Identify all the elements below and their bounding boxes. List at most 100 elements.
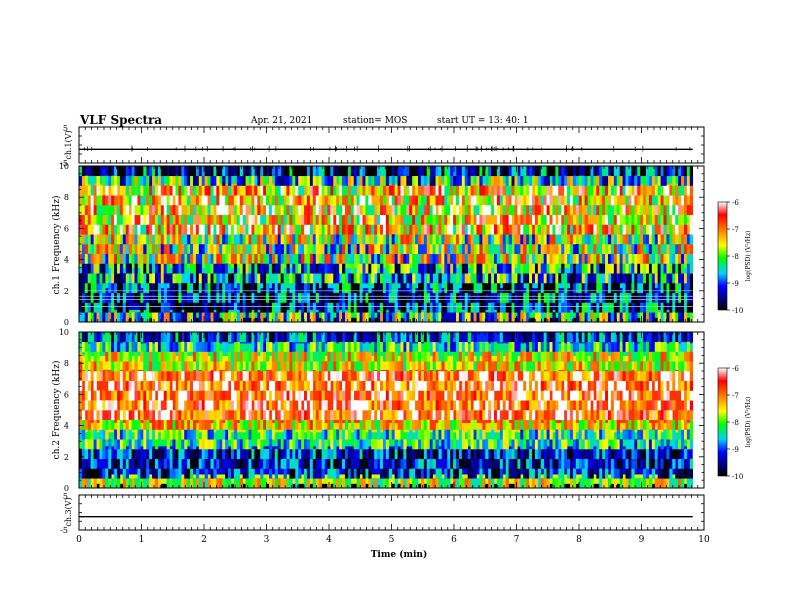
spectrogram-cell bbox=[537, 166, 542, 177]
spectrogram-cell bbox=[128, 390, 132, 401]
spectrogram-cell bbox=[596, 292, 600, 303]
spectrogram-cell bbox=[514, 273, 518, 284]
spectrogram-cell bbox=[318, 302, 322, 313]
spectrogram-cell bbox=[175, 234, 179, 245]
spectrogram-cell bbox=[309, 468, 314, 479]
spectrogram-cell bbox=[356, 341, 360, 352]
spectrogram-cell bbox=[342, 312, 346, 323]
spectrogram-cell bbox=[555, 253, 559, 264]
spectrogram-cell bbox=[333, 185, 337, 196]
spectrogram-cell bbox=[204, 439, 208, 450]
spectrogram-cell bbox=[248, 253, 252, 264]
spectrogram-cell bbox=[108, 458, 112, 469]
spectrogram-cell bbox=[301, 371, 305, 382]
spectrogram-cell bbox=[517, 234, 521, 245]
spectrogram-cell bbox=[631, 205, 635, 216]
spectrogram-cell bbox=[362, 244, 366, 255]
spectrogram-cell bbox=[420, 332, 425, 343]
spectrogram-cell bbox=[198, 458, 203, 469]
spectrogram-cell bbox=[277, 292, 281, 303]
spectrogram-cell bbox=[400, 185, 404, 196]
spectrogram-cell bbox=[567, 185, 571, 196]
spectrogram-cell bbox=[564, 195, 568, 206]
spectrogram-cell bbox=[248, 419, 252, 430]
spectrogram-cell bbox=[116, 283, 121, 294]
spectrogram-cell bbox=[242, 205, 246, 216]
spectrogram-cell bbox=[315, 468, 319, 479]
spectrogram-cell bbox=[333, 195, 337, 206]
spectrogram-cell bbox=[114, 185, 118, 196]
spectrogram-cell bbox=[377, 292, 381, 303]
spectrogram-cell bbox=[342, 263, 346, 274]
spectrogram-cell bbox=[584, 253, 588, 264]
spectrogram-cell bbox=[169, 224, 173, 235]
spectrogram-cell bbox=[397, 195, 401, 206]
spectrogram-cell bbox=[257, 185, 261, 196]
spectrogram-cell bbox=[289, 234, 293, 245]
spectrogram-cell bbox=[508, 166, 512, 177]
spectrogram-cell bbox=[233, 195, 238, 206]
spectrogram-cell bbox=[584, 312, 588, 323]
spectrogram-cell bbox=[111, 458, 115, 469]
spectrogram-cell bbox=[149, 263, 153, 274]
spectrogram-cell bbox=[438, 478, 442, 489]
spectrogram-cell bbox=[128, 361, 132, 372]
spectrogram-cell bbox=[669, 283, 673, 294]
spectrogram-cell bbox=[406, 244, 410, 255]
spectrogram-cell bbox=[116, 380, 121, 391]
spectrogram-cell bbox=[254, 283, 258, 294]
spectrogram-cell bbox=[295, 234, 299, 245]
spectrogram-cell bbox=[283, 205, 287, 216]
spectrogram-cell bbox=[304, 390, 308, 401]
spectrogram-cell bbox=[520, 253, 524, 264]
spectrogram-cell bbox=[517, 253, 521, 264]
spectrogram-cell bbox=[619, 185, 623, 196]
spectrogram-cell bbox=[432, 224, 436, 235]
spectrogram-cell bbox=[456, 302, 460, 313]
spectrogram-cell bbox=[143, 195, 147, 206]
spectrogram-cell bbox=[233, 205, 238, 216]
spectrogram-cell bbox=[356, 380, 360, 391]
spectrogram-cell bbox=[643, 312, 647, 323]
spectrogram-cell bbox=[166, 302, 170, 313]
spectrogram-cell bbox=[204, 410, 208, 421]
spectrogram-cell bbox=[79, 283, 83, 294]
spectrogram-cell bbox=[87, 214, 91, 225]
spectrogram-cell bbox=[660, 185, 664, 196]
spectrogram-cell bbox=[543, 292, 547, 303]
spectrogram-cell bbox=[187, 195, 191, 206]
spectrogram-cell bbox=[429, 410, 433, 421]
spectrogram-cell bbox=[301, 361, 305, 372]
spectrogram-cell bbox=[198, 341, 203, 352]
spectrogram-cell bbox=[230, 400, 235, 411]
spectrogram-cell bbox=[356, 224, 360, 235]
spectrogram-cell bbox=[420, 175, 425, 186]
spectrogram-cell bbox=[429, 439, 433, 450]
spectrogram-cell bbox=[283, 273, 287, 284]
spectrogram-cell bbox=[146, 390, 150, 401]
spectrogram-cell bbox=[195, 361, 200, 372]
spectrogram-cell bbox=[175, 292, 179, 303]
spectrogram-cell bbox=[201, 419, 205, 430]
spectrogram-cell bbox=[236, 292, 241, 303]
spectrogram-cell bbox=[184, 244, 188, 255]
spectrogram-cell bbox=[175, 449, 179, 460]
spectrogram-cell bbox=[590, 292, 594, 303]
spectrogram-cell bbox=[438, 244, 442, 255]
spectrogram-cell bbox=[222, 224, 226, 235]
spectrogram-cell bbox=[160, 253, 165, 264]
spectrogram-cell bbox=[292, 361, 296, 372]
spectrogram-cell bbox=[90, 214, 94, 225]
spectrogram-cell bbox=[283, 214, 287, 225]
spectrogram-cell bbox=[637, 175, 641, 186]
spectrogram-cell bbox=[268, 439, 273, 450]
spectrogram-cell bbox=[491, 283, 495, 294]
spectrogram-cell bbox=[643, 234, 647, 245]
spectrogram-cell bbox=[251, 166, 255, 177]
spectrogram-cell bbox=[651, 244, 656, 255]
spectrogram-cell bbox=[491, 166, 495, 177]
spectrogram-cell bbox=[663, 263, 667, 274]
spectrogram-cell bbox=[280, 175, 284, 186]
spectrogram-cell bbox=[599, 283, 603, 294]
